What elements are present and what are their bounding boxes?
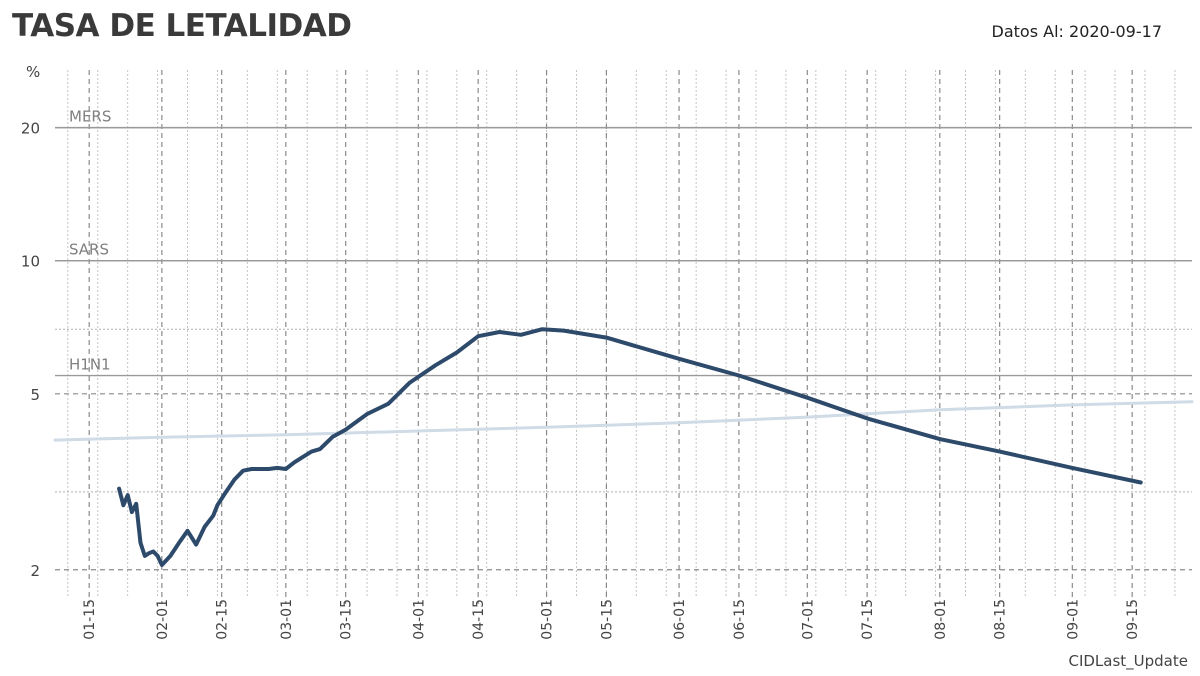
- x-tick-label: 06-15: [732, 599, 748, 640]
- series-layer: [53, 327, 1194, 567]
- reference-label-h1n1: H1N1: [69, 356, 111, 374]
- x-tick-label: 07-15: [860, 599, 876, 640]
- y-tick-label: 2: [30, 562, 40, 580]
- x-tick-label: 09-01: [1065, 599, 1081, 640]
- x-tick-label: 02-01: [155, 599, 171, 640]
- series-line-trend: [53, 400, 1194, 442]
- series-line-case-fatality: [117, 327, 1143, 567]
- x-tick-label: 08-15: [993, 599, 1009, 640]
- reference-label-mers: MERS: [69, 108, 111, 126]
- x-tick-label: 05-01: [540, 599, 556, 640]
- x-tick-label: 04-01: [411, 599, 427, 640]
- reference-label-sars: SARS: [69, 241, 109, 259]
- x-tick-label: 01-15: [82, 599, 98, 640]
- x-tick-label: 03-01: [279, 599, 295, 640]
- y-axis-unit-label: %: [26, 63, 40, 81]
- x-tick-label: 08-01: [933, 599, 949, 640]
- last-update-label: CIDLast_Update: [1068, 652, 1188, 670]
- x-tick-label: 07-01: [800, 599, 816, 640]
- x-tick-label: 09-15: [1125, 599, 1141, 640]
- data-date-label: Datos Al: 2020-09-17: [991, 22, 1162, 41]
- y-tick-label: 5: [30, 386, 40, 404]
- grid-layer: [55, 70, 1192, 604]
- y-tick-label: 10: [21, 253, 40, 271]
- reference-lines-layer: MERS SARS H1N1: [55, 108, 1192, 377]
- axis-layer: 2 5 10 20% 01-15 02-01 02-15 03-01 03-15 04-01 04-…: [21, 63, 1141, 640]
- x-tick-label: 02-15: [215, 599, 231, 640]
- y-tick-label: 20: [21, 120, 40, 138]
- x-tick-label: 06-01: [672, 599, 688, 640]
- x-tick-label: 03-15: [339, 599, 355, 640]
- chart-title: TASA DE LETALIDAD: [12, 8, 352, 44]
- x-tick-label: 04-15: [471, 599, 487, 640]
- x-tick-label: 05-15: [599, 599, 615, 640]
